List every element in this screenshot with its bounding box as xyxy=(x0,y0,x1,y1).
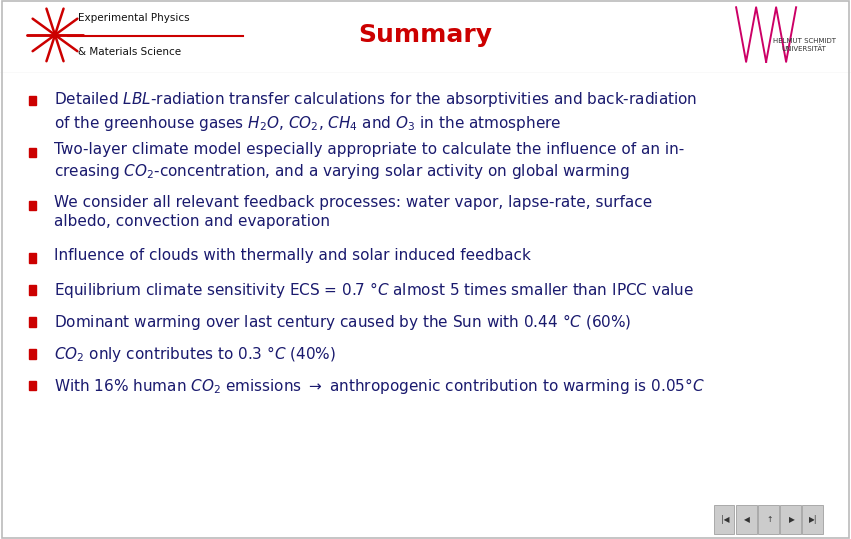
Bar xyxy=(29,253,36,262)
Bar xyxy=(29,95,36,105)
FancyBboxPatch shape xyxy=(758,505,779,534)
Bar xyxy=(29,381,36,390)
Text: & Materials Science: & Materials Science xyxy=(78,47,181,57)
FancyBboxPatch shape xyxy=(736,505,757,534)
Bar xyxy=(29,317,36,327)
Text: Summary: Summary xyxy=(358,23,493,47)
Text: Equilibrium climate sensitivity ECS = $\mathit{0.7}$ °$\mathit{C}$ almost $\math: Equilibrium climate sensitivity ECS = $\… xyxy=(54,280,694,300)
Text: With 16% human $CO_2$ emissions $\rightarrow$ anthropogenic contribution to warm: With 16% human $CO_2$ emissions $\righta… xyxy=(54,376,705,396)
Text: How much CO$_2$ and the Sun contribute to Global Warming?: How much CO$_2$ and the Sun contribute t… xyxy=(201,513,531,527)
Text: Two-layer climate model especially appropriate to calculate the influence of an : Two-layer climate model especially appro… xyxy=(54,142,684,181)
Text: Experimental Physics: Experimental Physics xyxy=(78,13,190,23)
Text: We consider all relevant feedback processes: water vapor, lapse-rate, surface
al: We consider all relevant feedback proces… xyxy=(54,195,652,229)
Text: ↑: ↑ xyxy=(766,515,773,524)
FancyBboxPatch shape xyxy=(802,505,823,534)
Text: Detailed $\mathit{LBL}$-radiation transfer calculations for the absorptivities a: Detailed $\mathit{LBL}$-radiation transf… xyxy=(54,90,697,133)
Text: 20: 20 xyxy=(677,513,694,526)
Text: HELMUT SCHMIDT
UNIVERSITÄT: HELMUT SCHMIDT UNIVERSITÄT xyxy=(773,38,836,52)
Text: |◀: |◀ xyxy=(721,515,729,524)
FancyBboxPatch shape xyxy=(780,505,801,534)
Text: $CO_2$ only contributes to $\mathit{0.3}$ °$\mathit{C}$ $\mathit{(40\%)}$: $CO_2$ only contributes to $\mathit{0.3}… xyxy=(54,343,335,363)
Bar xyxy=(29,285,36,295)
FancyBboxPatch shape xyxy=(714,505,734,534)
Text: Influence of clouds with thermally and solar induced feedback: Influence of clouds with thermally and s… xyxy=(54,247,530,262)
Bar xyxy=(29,148,36,157)
Text: Dominant warming over last century caused by the Sun with $\mathit{0.44}$ °$\mat: Dominant warming over last century cause… xyxy=(54,312,631,331)
Text: ◀: ◀ xyxy=(745,515,750,524)
Text: ▶: ▶ xyxy=(789,515,794,524)
Bar xyxy=(29,349,36,358)
Text: ▶|: ▶| xyxy=(809,515,818,524)
Bar xyxy=(29,201,36,210)
